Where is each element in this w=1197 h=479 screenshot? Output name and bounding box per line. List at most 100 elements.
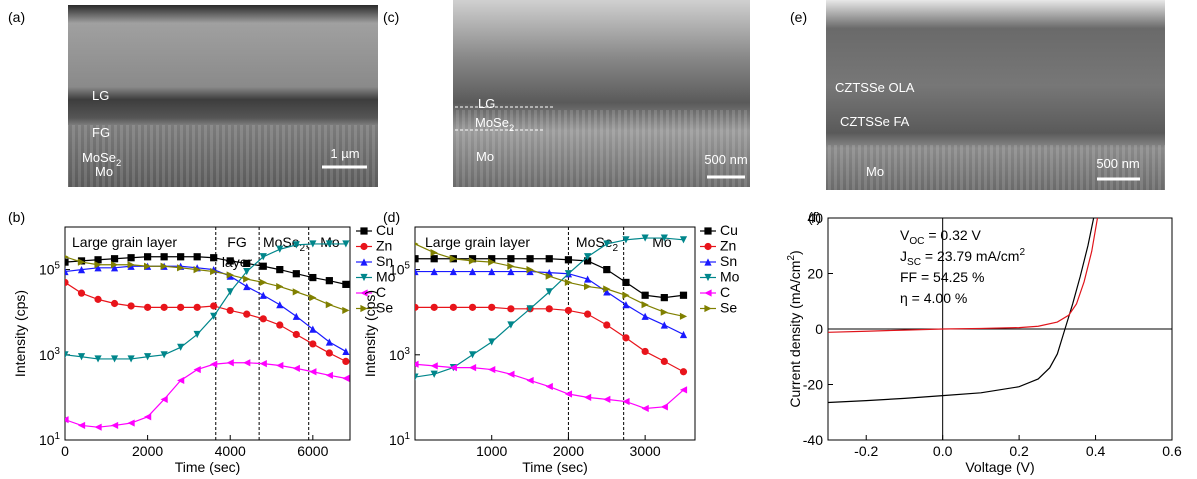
figure: (a)(b)(c)(d)(e)(f)LGFGMoSe2Mo1 µmLGMoSe2… — [0, 0, 1197, 479]
data-point — [526, 377, 533, 384]
data-point — [127, 419, 134, 426]
data-point — [194, 304, 201, 311]
image-label: LG — [478, 96, 495, 111]
data-point — [326, 277, 333, 284]
x-tick-label: 0 — [61, 443, 69, 459]
x-tick-label: 3000 — [630, 443, 661, 459]
y-tick-label: 103 — [389, 346, 411, 363]
data-point — [276, 266, 283, 273]
data-point — [210, 254, 217, 261]
data-point — [603, 321, 610, 328]
data-point — [243, 311, 250, 318]
data-point — [342, 348, 349, 355]
text-part: MoSe — [475, 115, 509, 130]
data-point — [177, 304, 184, 311]
legend-marker — [704, 243, 711, 250]
data-point — [565, 256, 572, 263]
y-tick-label: 105 — [389, 261, 411, 278]
tick-base: 10 — [39, 432, 55, 448]
legend-label: Zn — [376, 238, 392, 254]
image-label: CZTSSe OLA — [835, 80, 915, 95]
data-point — [469, 304, 476, 311]
data-point — [276, 301, 283, 308]
data-point — [94, 296, 101, 303]
image-label: FG — [92, 125, 110, 140]
tick-exponent: 5 — [405, 261, 411, 272]
image-label: Mo — [476, 149, 494, 164]
image-label: LG — [92, 88, 109, 103]
legend-label: Sn — [720, 253, 737, 269]
data-point — [243, 260, 250, 267]
data-point — [61, 279, 68, 286]
data-point — [177, 344, 184, 351]
data-point — [293, 270, 300, 277]
data-point — [680, 331, 687, 338]
data-point — [276, 283, 283, 290]
data-point — [469, 364, 476, 371]
legend-marker — [704, 289, 711, 296]
data-point — [293, 288, 300, 295]
legend-label: Cu — [376, 222, 394, 238]
series-line — [65, 363, 346, 427]
x-tick-label: 4000 — [215, 443, 246, 459]
data-point — [546, 305, 553, 312]
text-part: ) — [787, 250, 803, 255]
data-point — [309, 294, 316, 301]
y-tick-label: 103 — [39, 346, 61, 363]
data-point — [603, 266, 610, 273]
data-point — [622, 279, 629, 286]
scale-bar-label: 500 nm — [704, 152, 747, 167]
legend-marker — [360, 227, 367, 234]
tick-base: 10 — [389, 347, 405, 363]
data-point — [661, 294, 668, 301]
annotation: JSC = 23.79 mA/cm2 — [900, 247, 1025, 268]
x-tick-label: 2000 — [132, 443, 163, 459]
text-part: OC — [909, 236, 924, 247]
legend-marker — [704, 305, 711, 312]
data-point — [111, 422, 118, 429]
tick-exponent: 3 — [405, 346, 411, 357]
data-point — [342, 281, 349, 288]
data-point — [546, 383, 553, 390]
text-part: 2 — [612, 243, 618, 254]
tick-base: 10 — [39, 347, 55, 363]
text-part: = 23.79 mA/cm — [921, 248, 1019, 264]
legend-label: Se — [720, 300, 737, 316]
data-point — [94, 424, 101, 431]
text-part: = 0.32 V — [924, 227, 981, 243]
region-label: Large grain layer — [425, 234, 530, 250]
legend-label: Mo — [720, 269, 740, 285]
x-tick-label: 2000 — [553, 443, 584, 459]
series-line — [65, 257, 346, 311]
x-tick-label: 0.4 — [1086, 443, 1106, 459]
panel-label: (c) — [383, 9, 399, 25]
data-point — [488, 304, 495, 311]
legend-label: Zn — [720, 238, 736, 254]
data-point — [210, 302, 217, 309]
y-tick-label: 20 — [807, 266, 823, 282]
data-point — [127, 254, 134, 261]
data-point — [431, 255, 438, 262]
y-tick-label: 0 — [815, 321, 823, 337]
x-tick-label: 0.2 — [1009, 443, 1029, 459]
data-point — [661, 403, 668, 410]
x-axis-title: Time (sec) — [522, 459, 588, 475]
data-point — [144, 304, 151, 311]
x-tick-label: 6000 — [297, 443, 328, 459]
tick-base: 10 — [39, 262, 55, 278]
data-point — [642, 301, 649, 308]
data-point — [227, 307, 234, 314]
data-point — [326, 301, 333, 308]
data-point — [411, 304, 418, 311]
data-point — [661, 321, 668, 328]
y-tick-label: -20 — [803, 377, 823, 393]
tick-exponent: 1 — [55, 431, 60, 442]
data-point — [507, 305, 514, 312]
data-point — [243, 275, 250, 282]
text-part: SC — [907, 257, 921, 268]
tick-base: 10 — [389, 262, 405, 278]
data-point — [78, 422, 85, 429]
y-axis-title: Intensity (cps) — [12, 290, 28, 377]
data-point — [326, 349, 333, 356]
legend-marker — [360, 243, 367, 250]
